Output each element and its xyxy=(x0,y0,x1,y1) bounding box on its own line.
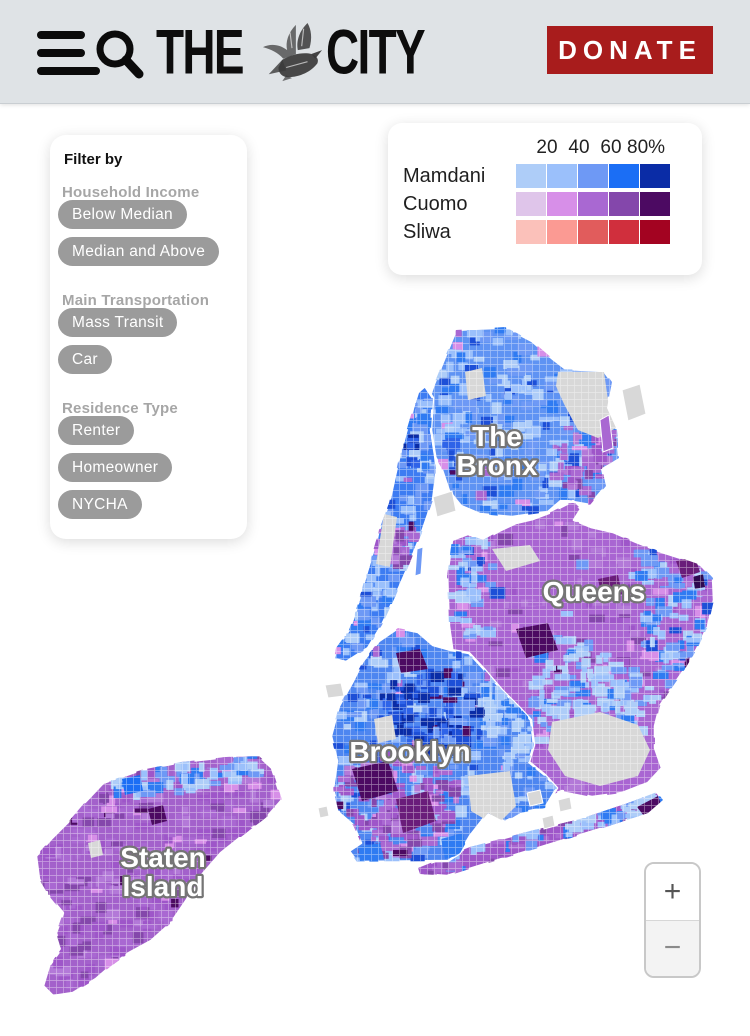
legend-swatch xyxy=(578,164,608,188)
filter-group: Household Income Below Median Median and A… xyxy=(58,184,239,266)
map-label-brooklyn: Brooklyn xyxy=(349,736,470,767)
search-button[interactable] xyxy=(92,27,148,83)
logo-the: THE xyxy=(156,16,245,87)
legend-row: Mamdani xyxy=(403,164,702,188)
menu-button[interactable] xyxy=(37,28,103,78)
legend-swatch xyxy=(640,192,670,216)
filter-group: Residence Type Renter Homeowner NYCHA xyxy=(58,400,239,519)
legend-candidate-cuomo: Cuomo xyxy=(403,192,468,215)
legend-row: Sliwa xyxy=(403,220,702,244)
legend-swatch xyxy=(578,192,608,216)
legend-panel: 20 40 60 80% Mamdani Cuomo Sliwa xyxy=(388,123,702,275)
legend-swatch xyxy=(516,192,546,216)
filter-chip-car[interactable]: Car xyxy=(58,345,112,374)
filter-group-label: Household Income xyxy=(62,184,200,201)
filter-chip-homeowner[interactable]: Homeowner xyxy=(58,453,173,482)
filter-group-label: Residence Type xyxy=(62,400,178,417)
borough-rockaway-districts[interactable] xyxy=(411,792,668,877)
legend-swatch xyxy=(640,220,670,244)
legend-candidate-mamdani: Mamdani xyxy=(403,164,486,187)
legend-tick: 80% xyxy=(627,137,666,158)
filter-groups: Household Income Below Median Median and A… xyxy=(58,184,239,519)
filter-group-label: Main Transportation xyxy=(62,292,210,309)
legend-swatch-strip xyxy=(516,192,670,216)
borough-staten-island-districts[interactable] xyxy=(36,751,285,996)
zoom-in-button[interactable]: + xyxy=(646,864,699,920)
map-label-bronx: The Bronx xyxy=(457,421,538,481)
city-island xyxy=(599,414,614,453)
legend-swatch xyxy=(547,220,577,244)
legend-swatch xyxy=(640,164,670,188)
search-icon xyxy=(96,30,144,79)
borough-manhattan-districts[interactable] xyxy=(333,386,437,662)
zoom-out-button[interactable]: − xyxy=(646,919,699,976)
bay-island xyxy=(526,789,544,807)
site-logo[interactable]: THE CITY xyxy=(156,18,446,86)
legend-rows: Mamdani Cuomo Sliwa xyxy=(403,164,702,244)
legend-swatch xyxy=(516,220,546,244)
legend-swatch xyxy=(609,220,639,244)
governors-island xyxy=(324,682,345,699)
pigeon-logo-icon xyxy=(262,22,323,82)
filter-chip-below-median[interactable]: Below Median xyxy=(58,200,187,229)
map-label-queens: Queens xyxy=(543,576,646,607)
hamburger-icon xyxy=(37,31,85,39)
bay-island xyxy=(541,814,556,830)
legend-swatch xyxy=(547,164,577,188)
legend-tick: 60 xyxy=(600,137,622,158)
hart-island xyxy=(621,383,647,422)
randalls-island xyxy=(432,490,457,518)
filter-chip-mass-transit[interactable]: Mass Transit xyxy=(58,308,178,337)
legend-swatch xyxy=(609,192,639,216)
legend-swatch xyxy=(547,192,577,216)
legend-swatch xyxy=(516,164,546,188)
legend-tick: 40 xyxy=(568,137,590,158)
map-label-staten-island: Staten Island xyxy=(120,842,206,902)
filter-chip-renter[interactable]: Renter xyxy=(58,416,135,445)
filter-panel: Filter by Household Income Below Median Me… xyxy=(50,135,247,539)
filter-title: Filter by xyxy=(64,151,123,168)
site-header: THE CITY DONATE xyxy=(0,0,750,104)
filter-chip-median-and-above[interactable]: Median and Above xyxy=(58,237,220,266)
legend-candidate-sliwa: Sliwa xyxy=(403,220,451,243)
logo-city: CITY xyxy=(326,16,426,87)
bay-island xyxy=(557,796,573,813)
legend-tick: 20 xyxy=(536,137,558,158)
map-zoom-controls: + − xyxy=(644,862,701,978)
borough-bronx-districts[interactable] xyxy=(420,322,621,517)
legend-swatch-strip xyxy=(516,220,670,244)
liberty-island xyxy=(317,805,330,819)
filter-group: Main Transportation Mass Transit Car xyxy=(58,292,239,374)
legend-swatch xyxy=(578,220,608,244)
filter-chip-nycha[interactable]: NYCHA xyxy=(58,490,142,519)
legend-scale-ticks: 20 40 60 80% xyxy=(403,137,702,159)
legend-row: Cuomo xyxy=(403,192,702,216)
roosevelt-island xyxy=(414,546,424,577)
donate-button[interactable]: DONATE xyxy=(547,26,713,74)
legend-swatch-strip xyxy=(516,164,670,188)
legend-swatch xyxy=(609,164,639,188)
election-district[interactable] xyxy=(341,834,357,846)
